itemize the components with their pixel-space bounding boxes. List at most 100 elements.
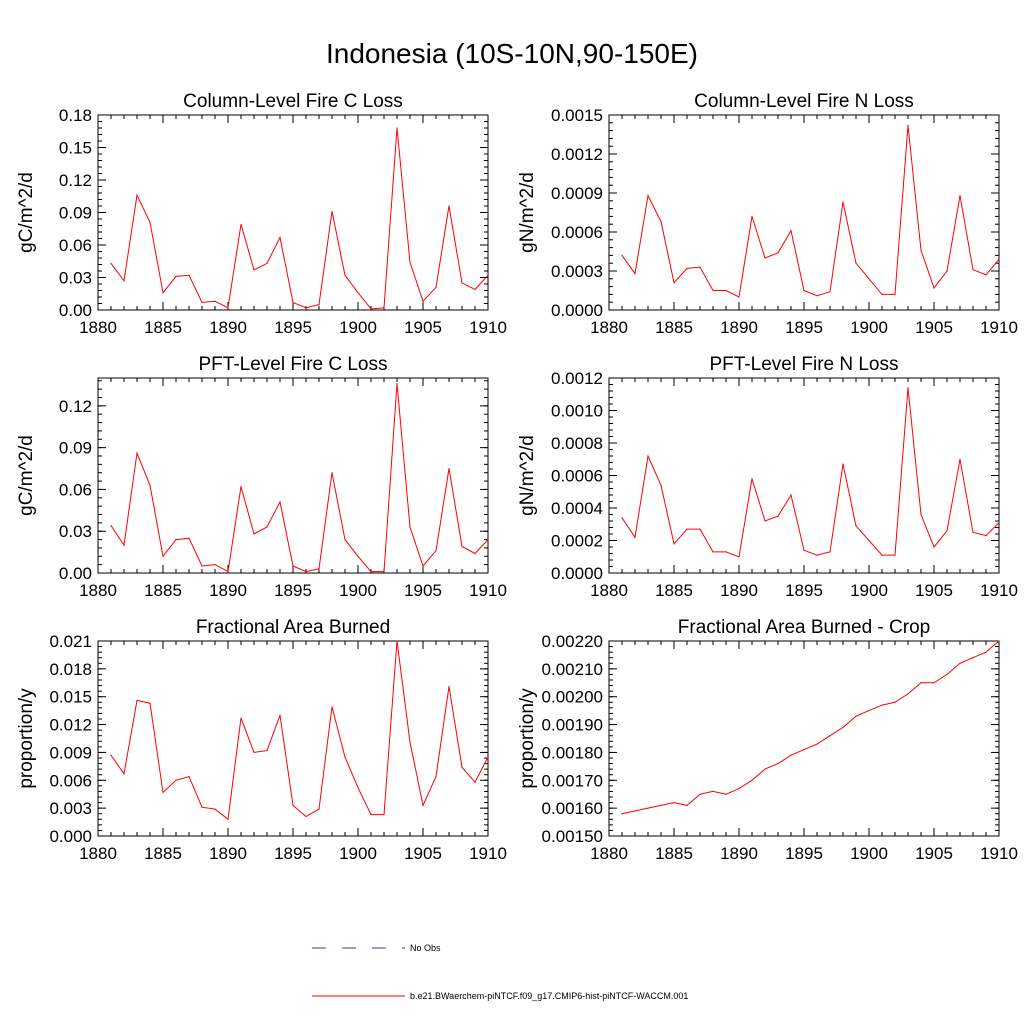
y-tick-label: 0.00200 xyxy=(542,688,603,707)
data-point xyxy=(634,536,636,538)
y-tick-label: 0.15 xyxy=(59,139,92,158)
data-point xyxy=(777,252,779,254)
data-point xyxy=(487,538,489,541)
x-tick-label: 1895 xyxy=(785,581,823,600)
data-point xyxy=(868,278,870,280)
legend: No Obs b.e21.BWaerchem-piNTCF.f09_g17.CMI… xyxy=(312,943,688,1001)
data-point xyxy=(933,287,935,289)
data-point xyxy=(305,815,307,818)
data-point xyxy=(660,221,662,223)
data-point xyxy=(803,749,805,751)
data-point xyxy=(409,526,411,528)
data-point xyxy=(920,249,922,251)
data-point xyxy=(712,289,714,292)
y-tick-label: 0.00160 xyxy=(542,799,603,818)
data-point xyxy=(188,775,190,778)
y-tick-label: 0.018 xyxy=(49,660,92,679)
data-point xyxy=(305,307,307,309)
data-point xyxy=(162,292,164,294)
data-point xyxy=(816,554,818,556)
data-point xyxy=(920,682,922,684)
data-point xyxy=(946,530,948,532)
plot-frame xyxy=(97,114,489,311)
y-tick-label: 0.00180 xyxy=(542,743,603,762)
y-tick-label: 0.009 xyxy=(49,743,92,762)
y-axis-label: proportion/y xyxy=(517,688,538,789)
data-point xyxy=(868,539,870,542)
data-point xyxy=(699,528,701,530)
x-tick-label: 1905 xyxy=(915,318,953,337)
x-tick-label: 1890 xyxy=(209,844,247,863)
plot-frame xyxy=(608,640,1000,837)
data-point xyxy=(344,756,346,758)
data-point xyxy=(959,662,961,664)
data-point xyxy=(660,804,662,806)
data-point xyxy=(149,221,151,223)
chart-panel-6: Fractional Area Burned - Crop proportion/… xyxy=(517,617,1018,863)
data-point xyxy=(660,484,662,486)
x-tick-label: 1900 xyxy=(850,318,888,337)
data-point xyxy=(201,301,203,304)
x-tick-label: 1885 xyxy=(655,581,693,600)
data-point xyxy=(647,195,649,197)
data-point xyxy=(803,549,805,551)
data-point xyxy=(487,274,489,276)
data-point xyxy=(894,554,896,556)
x-tick-label: 1905 xyxy=(404,581,442,600)
data-point xyxy=(881,704,883,706)
chart-panel-1: Column-Level Fire C Loss gC/m^2/d 1880 1885… xyxy=(16,91,507,337)
chart-panel-3: PFT-Level Fire C Loss gC/m^2/d 1880 1885 189… xyxy=(16,354,507,600)
data-point xyxy=(149,702,151,704)
data-point xyxy=(383,571,385,573)
data-point xyxy=(933,546,935,548)
data-point xyxy=(227,818,229,820)
data-point xyxy=(370,308,372,310)
data-point xyxy=(474,552,476,555)
y-axis-label: gC/m^2/d xyxy=(16,435,37,516)
data-point xyxy=(422,300,424,302)
data-point xyxy=(972,269,974,271)
panel-title: Fractional Area Burned - Crop xyxy=(678,617,930,638)
data-point xyxy=(344,274,346,276)
y-tick-label: 0.03 xyxy=(59,269,92,288)
data-point xyxy=(777,515,779,517)
y-tick-label: 0.021 xyxy=(49,632,92,651)
x-tick-label: 1900 xyxy=(850,581,888,600)
data-point xyxy=(712,790,714,793)
y-tick-label: 0.003 xyxy=(49,799,92,818)
y-tick-label: 0.0000 xyxy=(551,301,603,320)
data-point xyxy=(946,673,948,676)
y-tick-label: 0.000 xyxy=(49,827,92,846)
data-point xyxy=(725,793,727,795)
y-tick-label: 0.00150 xyxy=(542,827,603,846)
x-tick-label: 1890 xyxy=(209,581,247,600)
x-tick-label: 1890 xyxy=(720,844,758,863)
x-tick-label: 1890 xyxy=(720,581,758,600)
data-point xyxy=(279,236,281,239)
panel-title: Column-Level Fire N Loss xyxy=(694,91,914,112)
y-tick-label: 0.00 xyxy=(59,301,92,320)
data-point xyxy=(855,715,857,717)
data-point xyxy=(474,288,476,291)
y-tick-label: 0.012 xyxy=(49,716,92,735)
x-tick-label: 1900 xyxy=(339,318,377,337)
data-point xyxy=(764,768,766,770)
x-tick-label: 1880 xyxy=(590,844,628,863)
data-point xyxy=(396,382,398,385)
data-point xyxy=(227,571,229,573)
data-point xyxy=(253,269,255,271)
data-point xyxy=(461,282,463,284)
y-tick-label: 0.00210 xyxy=(542,660,603,679)
data-point xyxy=(448,467,450,470)
y-axis-label: proportion/y xyxy=(16,688,37,789)
data-point xyxy=(331,472,333,474)
x-tick-label: 1905 xyxy=(404,844,442,863)
y-tick-label: 0.0008 xyxy=(551,434,603,453)
y-axis-label: gN/m^2/d xyxy=(517,435,538,516)
data-point xyxy=(214,808,216,810)
data-point xyxy=(816,743,818,745)
y-tick-label: 0.18 xyxy=(59,106,92,125)
data-point xyxy=(738,556,740,558)
data-point xyxy=(461,766,463,768)
y-tick-label: 0.0012 xyxy=(551,369,603,388)
